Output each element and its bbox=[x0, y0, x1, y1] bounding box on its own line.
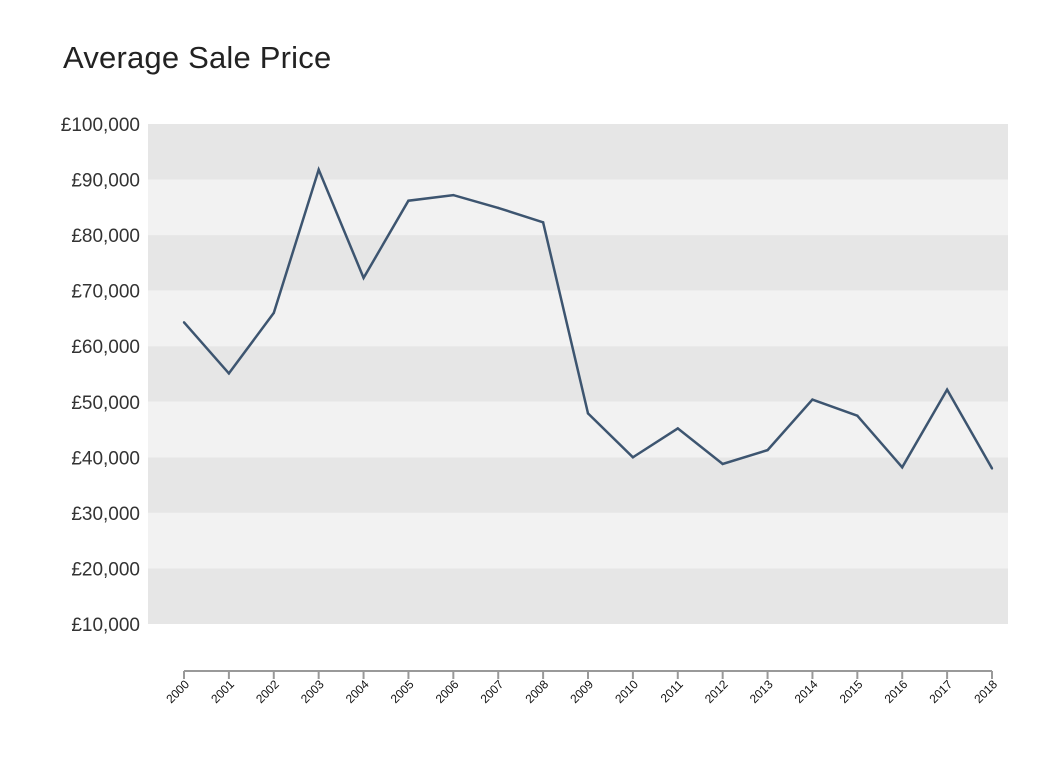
data-point bbox=[990, 467, 994, 470]
x-tick-label: 2003 bbox=[298, 677, 327, 706]
grid-band bbox=[148, 401, 1008, 458]
x-tick-label: 2008 bbox=[522, 677, 551, 706]
y-tick-label: £80,000 bbox=[71, 226, 140, 247]
data-point bbox=[317, 168, 320, 171]
data-point bbox=[272, 311, 275, 315]
chart-title: Average Sale Price bbox=[63, 40, 332, 75]
x-tick-label: 2016 bbox=[882, 677, 911, 706]
x-tick-label: 2005 bbox=[388, 677, 417, 706]
y-tick-label: £100,000 bbox=[61, 115, 140, 136]
x-tick-label: 2015 bbox=[837, 677, 866, 706]
data-point bbox=[676, 427, 679, 430]
x-tick-label: 2013 bbox=[747, 677, 776, 706]
data-point bbox=[721, 462, 724, 466]
data-point bbox=[811, 398, 814, 401]
grid-band bbox=[148, 235, 1008, 291]
x-tick-label: 2010 bbox=[612, 677, 641, 706]
x-tick-label: 2002 bbox=[253, 677, 282, 706]
grid-band bbox=[148, 568, 1008, 624]
grid-band bbox=[148, 512, 1008, 569]
grid-band bbox=[148, 457, 1008, 513]
y-tick-label: £50,000 bbox=[71, 393, 140, 414]
data-point bbox=[407, 199, 410, 202]
y-tick-label: £40,000 bbox=[71, 448, 140, 469]
data-point bbox=[586, 412, 590, 415]
y-tick-label: £10,000 bbox=[71, 615, 140, 636]
x-tick-label: 2011 bbox=[658, 677, 686, 705]
x-tick-label: 2001 bbox=[208, 677, 237, 706]
data-point bbox=[227, 372, 231, 375]
data-point bbox=[362, 276, 365, 280]
grid-band bbox=[148, 290, 1008, 347]
y-tick-label: £20,000 bbox=[71, 559, 140, 580]
x-tick-label: 2012 bbox=[702, 677, 731, 706]
data-point bbox=[182, 321, 186, 324]
data-point bbox=[945, 388, 949, 391]
x-tick-label: 2006 bbox=[433, 677, 462, 706]
x-tick-label: 2018 bbox=[971, 677, 1000, 706]
data-point bbox=[541, 221, 545, 224]
x-tick-label: 2007 bbox=[478, 677, 507, 706]
y-axis-ticks: £100,000 £90,000 £80,000 £70,000 £60,000 £50,… bbox=[61, 115, 140, 636]
x-tick-label: 2014 bbox=[792, 677, 821, 706]
series-layer bbox=[182, 165, 994, 470]
grid-band bbox=[148, 179, 1008, 236]
data-point bbox=[452, 193, 455, 197]
data-point bbox=[497, 206, 500, 210]
data-point bbox=[856, 414, 859, 417]
x-tick-label: 2004 bbox=[343, 677, 372, 706]
grid-band bbox=[148, 124, 1008, 180]
x-tick-label: 2009 bbox=[567, 677, 596, 706]
x-axis: 2000 2001 2002 2003 2004 2005 2006 2007 2008 2009… bbox=[163, 670, 1000, 706]
y-tick-label: £90,000 bbox=[71, 171, 140, 192]
y-tick-label: £30,000 bbox=[71, 504, 140, 525]
data-point bbox=[766, 448, 769, 452]
data-point bbox=[631, 456, 635, 459]
y-tick-label: £60,000 bbox=[71, 337, 140, 358]
x-tick-label: 2000 bbox=[163, 677, 192, 706]
y-tick-label: £70,000 bbox=[71, 282, 140, 303]
data-point bbox=[901, 466, 904, 469]
x-tick-label: 2017 bbox=[926, 677, 955, 706]
grid-bands bbox=[148, 124, 1008, 624]
